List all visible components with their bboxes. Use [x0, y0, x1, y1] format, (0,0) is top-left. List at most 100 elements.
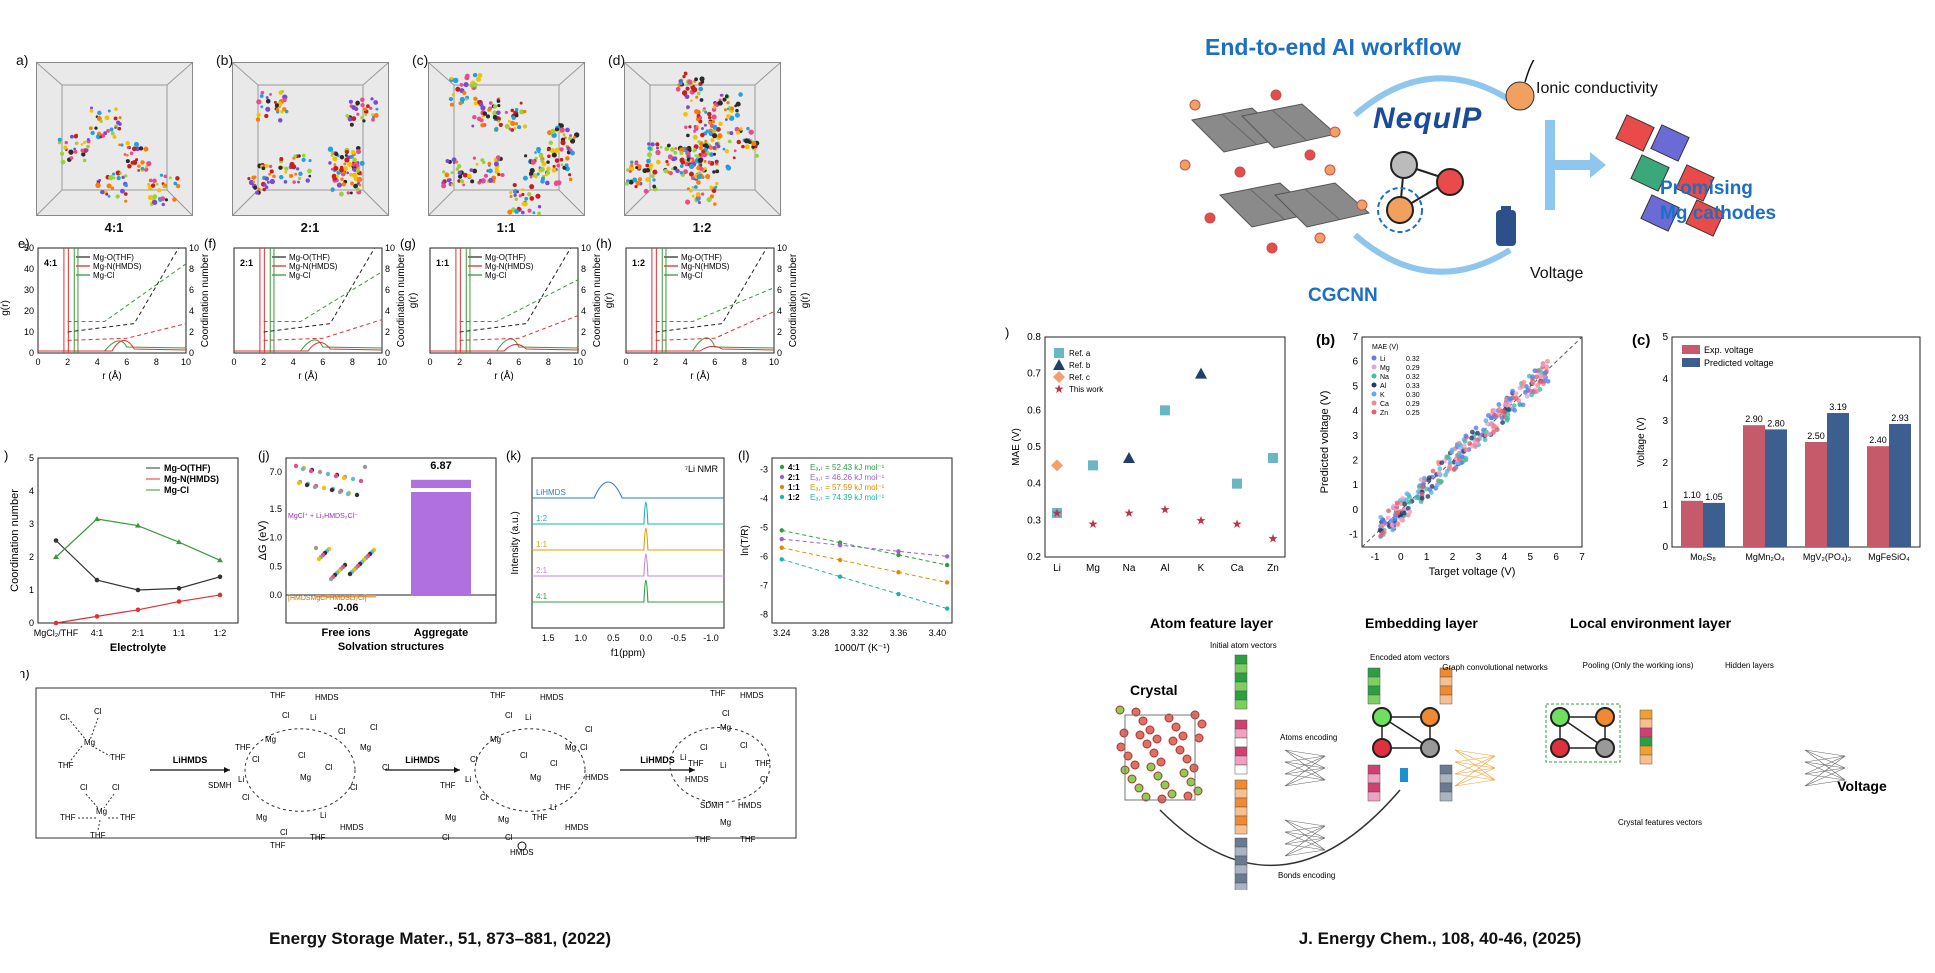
xtick-label: 10 [573, 357, 583, 367]
cathode-polyhedron [1685, 199, 1725, 237]
vector-cell [1367, 773, 1381, 784]
vector-cell [1234, 681, 1248, 692]
cathode-polyhedron [1630, 154, 1670, 192]
xtick-label: 4 [487, 357, 492, 367]
ytick-label: 20 [24, 306, 34, 316]
xtick-label: Zn [1267, 563, 1279, 574]
xtick-label: Mo₆S₈ [1690, 552, 1716, 562]
legend-value: 0.32 [1406, 356, 1420, 363]
bar [1827, 413, 1849, 547]
ytick-label: 0.5 [269, 561, 282, 571]
ytick-label: 1 [1662, 500, 1668, 511]
data-point [1456, 461, 1461, 466]
ytick-right-label: 2 [189, 327, 194, 337]
legend-swatch [779, 484, 785, 490]
xtick-label: 2 [457, 357, 462, 367]
x-axis-label: r (Å) [690, 369, 709, 382]
cathode-polyhedron [1615, 114, 1655, 152]
ytick-right-label: 6 [385, 285, 390, 295]
data-point [1444, 469, 1450, 474]
atom-label: Cl [722, 709, 730, 718]
ytick-label: 0.8 [1027, 332, 1041, 343]
md-snapshot [36, 62, 193, 216]
ytick-label: 0 [29, 618, 34, 628]
xtick-label: 8 [154, 357, 159, 367]
xtick-label: 8 [350, 357, 355, 367]
data-point [1475, 430, 1480, 436]
atom-label: Cl [382, 763, 390, 772]
pooling-label: Pooling (Only the working ions) [1583, 661, 1694, 670]
crystal-atom [1127, 774, 1137, 784]
crystal-atom [1119, 728, 1129, 738]
xtick-label: 7 [1579, 552, 1585, 563]
left-citation: Energy Storage Mater., 51, 873–881, (202… [268, 929, 612, 948]
atom-label: THF [688, 759, 704, 768]
data-point [1407, 509, 1413, 515]
data-point [1395, 510, 1401, 516]
data-point [1051, 459, 1063, 472]
layer-title: Local environment layer [1570, 615, 1732, 631]
xtick-label: 10 [769, 357, 779, 367]
delta-g-chart: (j) 0.0 0.5 1.0 1.5 7.0 ΔG (eV) -0.06 6.87 MgCl⁺ … [257, 448, 497, 653]
vector-cell [1234, 824, 1248, 835]
bar-value-label: 2.40 [1869, 435, 1887, 445]
data-point [1398, 516, 1404, 522]
y-axis-left-label: g(r) [800, 293, 811, 309]
data-point [1496, 406, 1502, 412]
bar-value-label: 2.90 [1745, 414, 1763, 424]
atom-label: Cl [550, 759, 558, 768]
data-point [779, 545, 784, 550]
xtick-label: -1.0 [703, 633, 719, 643]
legend-label: Exp. voltage [1704, 345, 1754, 355]
ytick-right-label: 8 [385, 264, 390, 274]
atom-label: Cl [520, 751, 528, 760]
atom-label: SDMH [700, 801, 724, 810]
atom-label: HMDS [540, 693, 564, 702]
ytick-label: 5 [1352, 381, 1358, 392]
x-axis-label: Solvation structures [338, 641, 444, 653]
legend-label: Ref. b [1069, 361, 1091, 370]
xtick-label: 3.28 [812, 628, 830, 638]
promising-text: Promising [1660, 178, 1753, 199]
data-point [1491, 423, 1497, 429]
legend-label: Eₐ,ₜ = 46.26 kJ mol⁻¹ [810, 473, 885, 482]
data-point: ★ [1124, 506, 1135, 520]
arrhenius-chart: (l) 3.24 3.28 3.32 3.36 3.40 -3 -4 -5 -6 -7 -8 1000/… [738, 448, 953, 654]
legend-ratio: 1:2 [788, 493, 800, 502]
ytick-label: 40 [24, 264, 34, 274]
crystal-atom [1179, 768, 1189, 778]
bar-value-label: 2.50 [1807, 431, 1825, 441]
legend-swatch [1054, 348, 1064, 358]
legend-swatch [1371, 355, 1377, 361]
vector-cell [1234, 797, 1248, 808]
atom-label: THF [60, 813, 76, 822]
panel-label: (j) [258, 448, 270, 463]
xtick-label: 0.0 [640, 633, 653, 643]
graph-node [1372, 707, 1392, 727]
data-point [1525, 387, 1531, 393]
atom-label: HMDS [315, 693, 339, 702]
legend-swatch [1371, 373, 1377, 379]
atom-label: Mg [498, 815, 509, 824]
data-point [1459, 454, 1465, 460]
ionic-conductivity-label: Ionic conductivity [1536, 80, 1658, 97]
data-point [1502, 402, 1508, 407]
legend-label: Mg-Cl [681, 271, 703, 280]
y-axis-label: ln(T/R) [740, 525, 751, 556]
fit-line [781, 547, 948, 583]
coordination-number-chart: ) 0 1 2 3 4 5 MgCl₂/THF 4:1 2:1 1:1 1:2 Electrolyte C… [4, 448, 239, 654]
md-snapshot [232, 62, 389, 216]
ytick-label: 4 [29, 486, 34, 496]
data-point [1521, 379, 1527, 385]
xtick-label: 3 [1476, 552, 1482, 563]
data-point [1535, 383, 1541, 388]
legend-label: Mg-Cl [485, 271, 507, 280]
data-point [1506, 407, 1511, 412]
atom-label: Mg [84, 738, 95, 747]
data-point [1520, 402, 1526, 408]
panel-label: (k) [506, 448, 521, 463]
xtick-label: 1:1 [173, 628, 186, 638]
ytick-label: 0 [1662, 542, 1668, 553]
legend-label: Mg-N(HMDS) [485, 262, 534, 271]
